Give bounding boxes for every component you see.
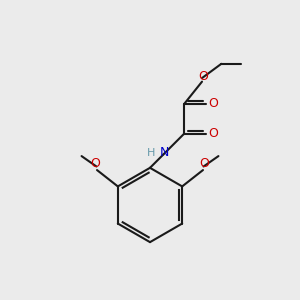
Text: H: H bbox=[147, 148, 155, 158]
Text: O: O bbox=[208, 127, 218, 140]
Text: O: O bbox=[200, 157, 209, 170]
Text: O: O bbox=[91, 157, 100, 170]
Text: N: N bbox=[159, 146, 169, 160]
Text: O: O bbox=[208, 98, 218, 110]
Text: O: O bbox=[199, 70, 208, 83]
